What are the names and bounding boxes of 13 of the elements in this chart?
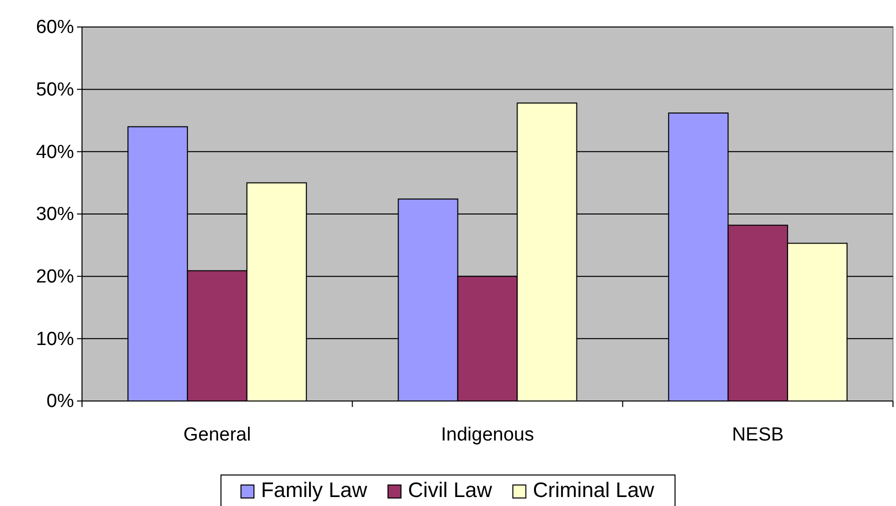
y-tick-label: 40%	[36, 142, 74, 163]
x-tick-label: NESB	[732, 424, 784, 446]
legend-label: Family Law	[260, 479, 368, 502]
x-tick-label: Indigenous	[441, 424, 534, 446]
legend-label: Civil Law	[408, 479, 493, 502]
x-tick-label: General	[183, 424, 251, 446]
legend-label: Criminal Law	[532, 479, 656, 502]
y-tick-label: 30%	[36, 204, 74, 226]
y-tick-label: 50%	[36, 79, 74, 100]
y-tick-label: 0%	[46, 391, 74, 412]
y-tick-label: 10%	[36, 328, 74, 350]
y-tick-label: 20%	[36, 266, 74, 288]
y-tick-label: 60%	[36, 17, 74, 38]
